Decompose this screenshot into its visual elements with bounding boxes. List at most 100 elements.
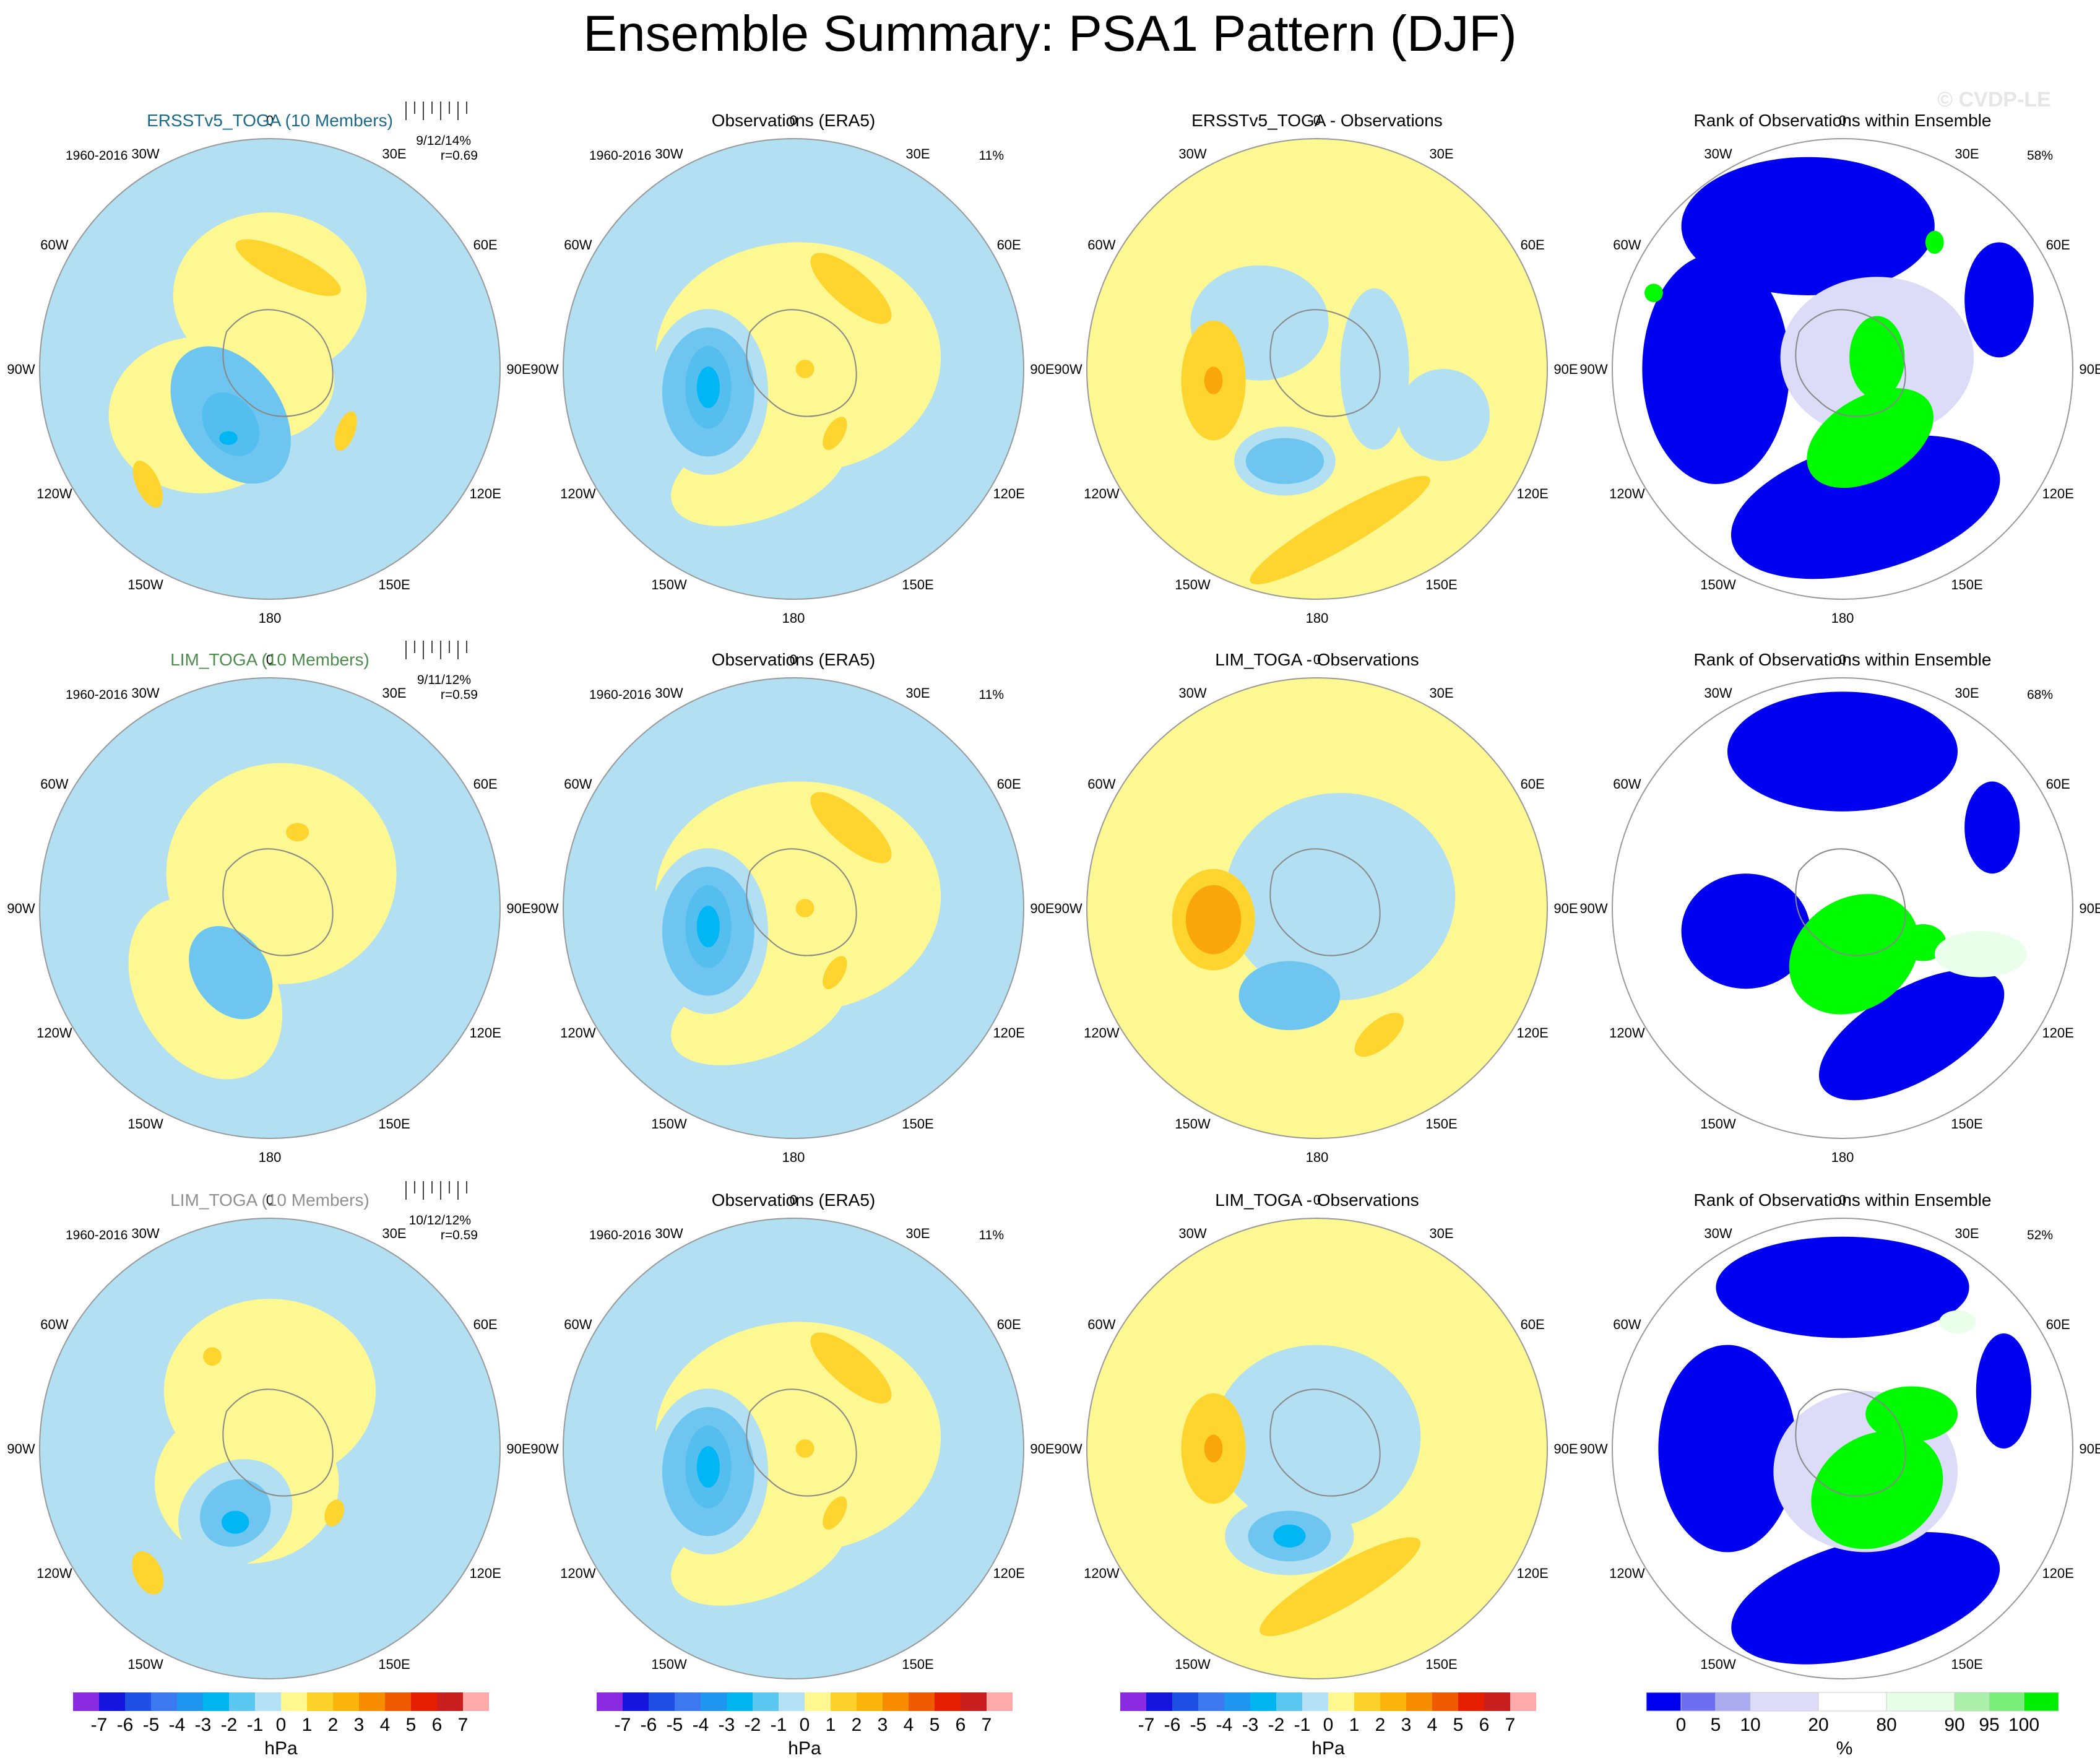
contour-region	[202, 392, 260, 456]
longitude-label: 180	[1306, 610, 1329, 626]
longitude-label: 30E	[382, 685, 406, 701]
contour-fills	[648, 242, 941, 526]
colorbar-label: -3	[719, 1715, 735, 1735]
colorbar-label: -6	[117, 1715, 134, 1735]
rank-title: Rank of Observations within Ensemble	[1694, 111, 1992, 130]
contour-region	[810, 1332, 892, 1404]
correlation: r=0.59	[441, 1228, 478, 1242]
rank-colorbar-label: 100	[2008, 1715, 2039, 1735]
longitude-label: 150E	[1425, 577, 1457, 592]
longitude-label: 60E	[997, 237, 1021, 253]
longitude-label: 30E	[1429, 1226, 1453, 1241]
longitude-label: 0	[790, 113, 797, 128]
colorbar-swatch	[909, 1692, 935, 1711]
longitude-label: 180	[259, 1150, 282, 1165]
contour-region	[132, 1551, 164, 1595]
model-title: LIM_TOGA (10 Members)	[170, 650, 369, 669]
colorbar-label: 3	[354, 1715, 365, 1735]
longitude-label: 150W	[651, 1116, 687, 1132]
contour-region	[1245, 438, 1324, 484]
colorbar-label: 2	[1375, 1715, 1386, 1735]
colorbar-label: -6	[1164, 1715, 1181, 1735]
contour-region	[696, 366, 720, 409]
rank-colorbar-label: 0	[1676, 1715, 1687, 1735]
contour-region	[1731, 435, 2000, 579]
correlation: r=0.69	[441, 149, 478, 163]
rank-colorbar-swatch	[1646, 1692, 1682, 1712]
colorbar-units: hPa	[264, 1738, 298, 1759]
contour-region	[1260, 1537, 1421, 1637]
colorbar-label: -7	[615, 1715, 631, 1735]
longitude-label: 150W	[651, 577, 687, 592]
longitude-label: 120W	[560, 486, 596, 501]
colorbar-swatch	[753, 1692, 779, 1711]
rank-stat: 9/11/12%	[417, 673, 471, 687]
period-label: 1960-2016	[589, 1228, 651, 1242]
longitude-label: 150E	[902, 1116, 933, 1132]
diff-title: LIM_TOGA - Observations	[1215, 1190, 1419, 1210]
longitude-label: 60W	[1613, 237, 1641, 253]
longitude-label: 120E	[2042, 486, 2073, 501]
longitude-label: 120W	[37, 1566, 72, 1581]
longitude-label: 60W	[40, 237, 68, 253]
contour-region	[810, 792, 892, 864]
contour-region	[823, 956, 847, 989]
colorbar-swatch	[701, 1692, 727, 1711]
colorbar-label: 6	[1479, 1715, 1490, 1735]
longitude-label: 180	[1831, 610, 1854, 626]
contour-region	[823, 417, 847, 450]
contour-region	[1185, 885, 1242, 955]
longitude-label: 30W	[1178, 1226, 1206, 1241]
colorbar-label: 2	[852, 1715, 862, 1735]
longitude-label: 150W	[1175, 1657, 1211, 1672]
colorbar-swatch	[1172, 1692, 1198, 1711]
contour-region	[696, 906, 720, 948]
contour-region	[1204, 366, 1223, 394]
longitude-label: 0	[1313, 652, 1321, 667]
colorbar-label: -2	[745, 1715, 761, 1735]
coastline	[746, 848, 857, 956]
longitude-label: 180	[1306, 1150, 1329, 1165]
colorbar-label: 7	[982, 1715, 992, 1735]
longitude-label: 90W	[1054, 901, 1082, 916]
longitude-label: 90E	[2079, 901, 2100, 916]
longitude-label: 90W	[530, 362, 558, 377]
longitude-label: 150W	[651, 1657, 687, 1672]
longitude-label: 90W	[7, 901, 35, 916]
colorbar-swatch	[229, 1692, 255, 1711]
colorbar-label: 1	[1349, 1715, 1360, 1735]
colorbar-swatch	[623, 1692, 649, 1711]
contour-region	[1789, 894, 1919, 1015]
contour-region	[1811, 1431, 1943, 1549]
contour-region	[1849, 316, 1905, 399]
longitude-label: 30E	[382, 146, 406, 162]
contour-region	[795, 1439, 815, 1458]
colorbar-label: 1	[826, 1715, 836, 1735]
contour-region	[1658, 1345, 1797, 1553]
longitude-label: 0	[1839, 113, 1846, 128]
rank-title: Rank of Observations within Ensemble	[1694, 1190, 1992, 1210]
watermark: © CVDP-LE	[1937, 88, 2051, 111]
colorbar-swatch	[1302, 1692, 1328, 1711]
longitude-label: 150E	[378, 1116, 410, 1132]
rank-stat: 10/12/12%	[409, 1213, 471, 1228]
rank-colorbar-swatch	[1818, 1692, 1887, 1712]
contour-region	[1716, 1236, 1969, 1338]
contour-region	[1340, 288, 1409, 450]
contour-region	[795, 899, 815, 917]
longitude-label: 90W	[530, 1441, 558, 1457]
longitude-label: 120E	[469, 1566, 501, 1581]
obs-pct: 11%	[979, 688, 1004, 702]
longitude-label: 60W	[40, 776, 68, 792]
longitude-label: 30W	[655, 146, 683, 162]
longitude-label: 60E	[997, 1317, 1021, 1332]
colorbar-swatch	[883, 1692, 909, 1711]
longitude-label: 30W	[1704, 146, 1732, 162]
colorbar-swatch	[1432, 1692, 1458, 1711]
longitude-label: 60E	[2046, 1317, 2070, 1332]
